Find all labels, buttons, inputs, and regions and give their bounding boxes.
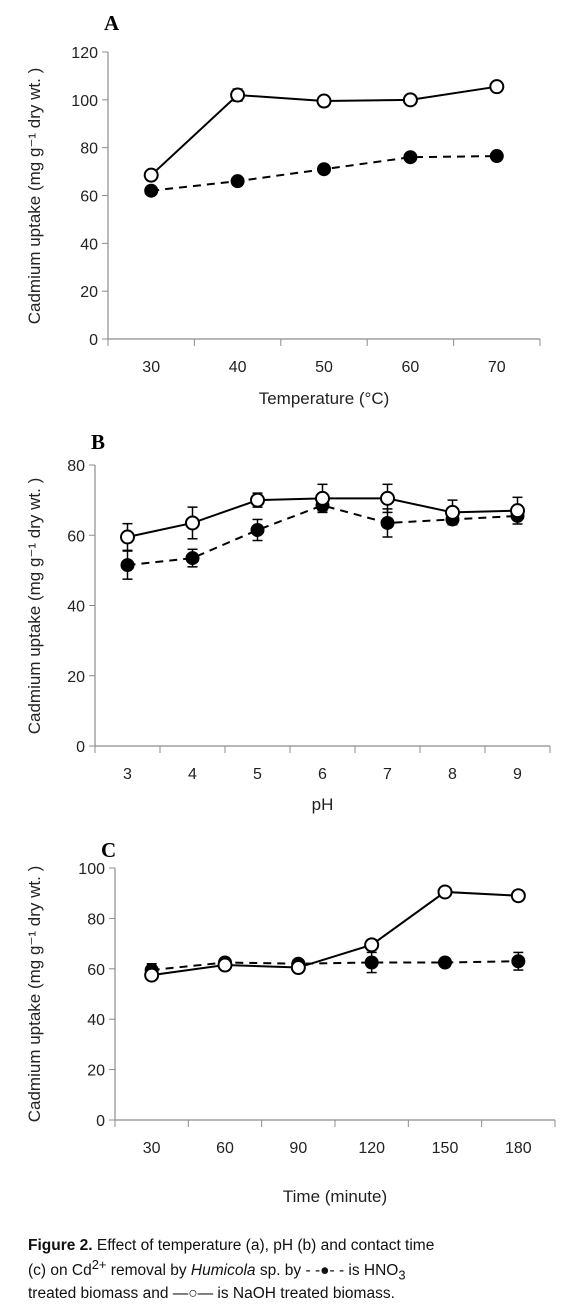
y-tick-label: 0 — [96, 1113, 105, 1130]
y-tick-label: 120 — [71, 45, 98, 62]
filled-data-point — [403, 150, 418, 165]
chart-b-svg: B 0 20 40 60 80 3 4 5 6 7 8 9 pH Cadmium uptake (mg g⁻… — [25, 430, 551, 814]
filled-data-point — [380, 515, 395, 530]
y-tick-label: 40 — [87, 1012, 105, 1029]
filled-data-point — [364, 955, 379, 970]
panel-label: C — [101, 838, 116, 862]
x-tick-label: 40 — [229, 359, 247, 376]
filled-data-point — [120, 558, 135, 573]
x-tick-label: 150 — [432, 1140, 459, 1157]
caption-line2a: (c) on Cd — [28, 1262, 92, 1280]
x-tick-label: 9 — [513, 766, 522, 783]
caption-subscript: 3 — [398, 1267, 406, 1283]
y-tick-label: 20 — [87, 1063, 105, 1080]
y-axis-title: Cadmium uptake (mg g⁻¹ dry wt. ) — [25, 478, 44, 735]
y-tick-label: 40 — [80, 236, 98, 253]
open-data-point — [250, 492, 265, 508]
filled-data-point — [489, 149, 504, 164]
open-data-point — [217, 957, 233, 973]
open-data-point — [445, 504, 460, 520]
x-axis-title: Temperature (°C) — [259, 389, 390, 408]
open-data-point — [143, 167, 159, 183]
y-axis-title: Cadmium uptake (mg g⁻¹ dry wt. ) — [25, 68, 44, 325]
x-tick-label: 3 — [123, 766, 132, 783]
open-data-point — [144, 967, 160, 983]
caption-superscript: 2+ — [91, 1257, 107, 1272]
open-data-point — [489, 79, 505, 95]
open-data-point — [380, 490, 395, 506]
open-data-point — [510, 888, 526, 904]
open-data-point — [290, 960, 306, 976]
y-tick-label: 40 — [67, 599, 85, 616]
open-data-point — [120, 529, 135, 545]
x-tick-label: 5 — [253, 766, 262, 783]
chart-a-svg: A 0 20 40 60 80 100 120 30 40 50 60 70 Temperature (°… — [25, 11, 541, 408]
y-axis-title: Cadmium uptake (mg g⁻¹ dry wt. ) — [25, 866, 44, 1123]
caption-line2b: removal by — [110, 1262, 187, 1280]
y-tick-label: 100 — [71, 93, 98, 110]
y-tick-label: 0 — [89, 332, 98, 349]
y-tick-label: 60 — [80, 189, 98, 206]
open-data-point — [437, 884, 453, 900]
x-tick-label: 90 — [289, 1140, 307, 1157]
filled-data-point — [230, 174, 245, 189]
y-tick-label: 100 — [78, 861, 105, 878]
panel-label: A — [104, 11, 120, 35]
open-data-point — [510, 503, 525, 519]
y-tick-label: 60 — [67, 528, 85, 545]
figure-caption: Figure 2. Effect of temperature (a), pH … — [28, 1236, 548, 1303]
x-tick-label: 30 — [143, 1140, 161, 1157]
x-tick-label: 6 — [318, 766, 327, 783]
open-data-point — [315, 490, 330, 506]
open-data-point — [316, 93, 332, 109]
open-data-point — [402, 92, 418, 108]
chart-c-svg: C 0 20 40 60 80 100 30 60 90 120 150 180 Time (minute… — [25, 838, 556, 1206]
x-tick-label: 60 — [402, 359, 420, 376]
y-tick-label: 60 — [87, 962, 105, 979]
caption-line3: treated biomass and —○— is NaOH treated … — [28, 1285, 395, 1303]
filled-data-point — [185, 551, 200, 566]
filled-data-point — [144, 183, 159, 198]
filled-data-point — [317, 162, 331, 177]
x-tick-label: 180 — [505, 1140, 532, 1157]
filled-data-point — [511, 954, 526, 969]
caption-label: Figure 2. — [28, 1237, 93, 1254]
x-tick-label: 7 — [383, 766, 392, 783]
open-data-point — [185, 515, 200, 531]
x-tick-label: 8 — [448, 766, 457, 783]
dashed-series-line — [151, 960, 519, 972]
y-tick-label: 80 — [67, 458, 85, 475]
chart-panel-a: A 0 20 40 60 80 100 120 30 40 50 60 70 Temperature (°… — [0, 0, 576, 420]
y-tick-label: 20 — [67, 669, 85, 686]
chart-panel-c: C 0 20 40 60 80 100 30 60 90 120 150 180 Time (minute… — [0, 830, 576, 1230]
x-tick-label: 50 — [315, 359, 333, 376]
y-tick-label: 80 — [87, 911, 105, 928]
x-axis-title: Time (minute) — [283, 1187, 387, 1206]
x-tick-label: 60 — [216, 1140, 234, 1157]
caption-line2c: sp. by - -●- - is HNO — [259, 1262, 399, 1280]
panel-label: B — [91, 430, 105, 454]
x-tick-label: 120 — [358, 1140, 385, 1157]
caption-organism: Humicola — [190, 1262, 256, 1280]
caption-line1: Effect of temperature (a), pH (b) and co… — [96, 1237, 435, 1254]
open-data-point — [230, 87, 246, 103]
y-tick-label: 20 — [80, 284, 98, 301]
x-tick-label: 30 — [142, 359, 160, 376]
open-data-point — [364, 937, 380, 953]
filled-data-point — [438, 955, 452, 970]
solid-series-line — [151, 890, 519, 977]
y-tick-label: 0 — [76, 739, 85, 756]
x-tick-label: 70 — [488, 359, 506, 376]
x-tick-label: 4 — [188, 766, 197, 783]
chart-panel-b: B 0 20 40 60 80 3 4 5 6 7 8 9 pH Cadmium uptake (mg g⁻… — [0, 420, 576, 830]
x-axis-title: pH — [312, 795, 334, 814]
y-tick-label: 80 — [80, 141, 98, 158]
filled-data-point — [250, 522, 265, 537]
